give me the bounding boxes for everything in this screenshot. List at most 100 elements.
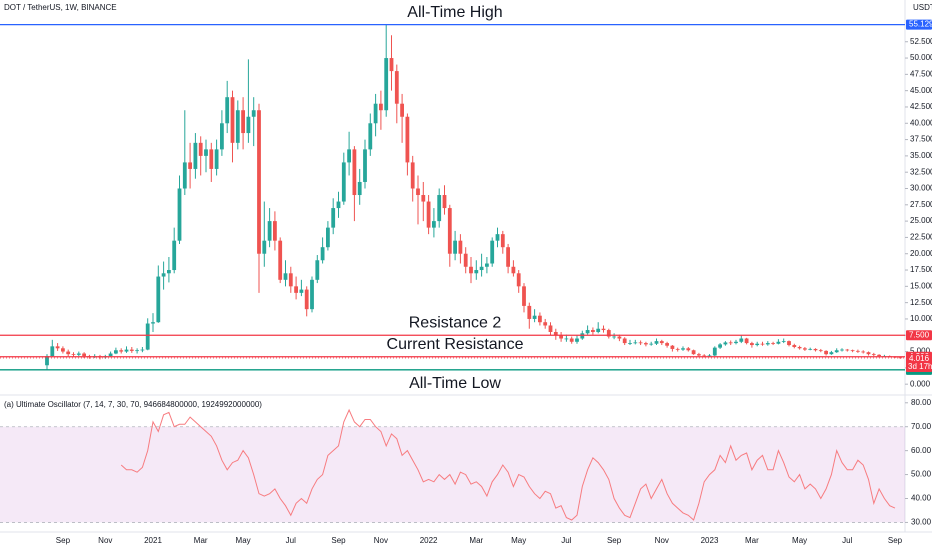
candle-body <box>310 279 314 310</box>
candle-body <box>426 201 431 228</box>
y-tick-label: 32.500 <box>910 167 932 176</box>
y-tick-label: 5.000 <box>910 347 931 356</box>
price-tag <box>906 330 932 341</box>
candle-body <box>718 344 722 348</box>
candle-body <box>410 162 415 189</box>
y-tick-label: 52.500 <box>910 37 932 46</box>
x-tick-label: May <box>792 536 807 545</box>
candle-body <box>543 322 548 326</box>
candle-body <box>119 350 124 352</box>
candle-body <box>808 348 813 350</box>
x-tick-label: Sep <box>888 536 903 545</box>
candle-body <box>262 240 267 254</box>
x-tick-label: Nov <box>374 536 388 545</box>
candle-body <box>840 349 844 351</box>
x-tick-label: Jul <box>286 536 296 545</box>
candle-body <box>214 149 219 169</box>
candle-body <box>246 116 251 134</box>
x-tick-label: 2023 <box>701 536 719 545</box>
candle-body <box>760 343 765 345</box>
candle-body <box>606 330 611 337</box>
x-tick-label: Mar <box>745 536 759 545</box>
candle-body <box>50 346 55 357</box>
candle-body <box>527 305 532 319</box>
osc-y-tick-label: 30.00 <box>911 518 932 527</box>
candle-body <box>564 338 569 340</box>
candle-body <box>628 343 632 344</box>
candle-body <box>792 345 797 347</box>
candle-body <box>575 338 579 342</box>
candle-body <box>315 260 320 280</box>
currency-label: USDT <box>913 3 932 12</box>
candle-body <box>453 240 457 254</box>
countdown-label: 3d 17h <box>908 362 932 371</box>
candle-body <box>251 110 256 117</box>
x-tick-label: Jul <box>842 536 852 545</box>
candle-body <box>447 208 452 254</box>
candle-body <box>787 341 791 346</box>
level-annotation: Resistance 2 <box>409 314 502 331</box>
x-tick-label: Mar <box>194 536 208 545</box>
candle-body <box>167 270 171 274</box>
candle-body <box>813 348 818 351</box>
candle-body <box>532 315 537 319</box>
candle-body <box>485 263 489 267</box>
x-tick-label: Nov <box>655 536 669 545</box>
candle-body <box>320 247 325 261</box>
oscillator-band <box>0 426 905 523</box>
candle-body <box>469 266 473 274</box>
candle-body <box>204 149 208 156</box>
y-tick-label: 42.500 <box>910 102 932 111</box>
candle-body <box>172 240 177 271</box>
candle-body <box>283 273 288 280</box>
candle-body <box>145 323 150 350</box>
candle-body <box>432 221 436 228</box>
candle-body <box>771 343 775 344</box>
candle-body <box>866 352 871 355</box>
last-price-tag <box>906 353 932 372</box>
osc-y-tick-label: 50.00 <box>911 470 932 479</box>
oscillator-line <box>120 408 896 521</box>
candle-body <box>750 343 754 346</box>
candle-body <box>511 266 516 274</box>
x-tick-label: Nov <box>98 536 112 545</box>
candle-body <box>336 201 341 209</box>
candle-body <box>129 349 134 351</box>
candle-body <box>458 240 463 254</box>
y-tick-label: 37.500 <box>910 135 932 144</box>
x-tick-label: 2022 <box>420 536 438 545</box>
candle-body <box>479 266 484 271</box>
candle-body <box>845 349 850 351</box>
candle-body <box>140 349 145 351</box>
candle-body <box>723 342 728 345</box>
candle-body <box>421 195 426 202</box>
candle-body <box>707 355 712 357</box>
candle-body <box>617 336 622 339</box>
x-tick-label: Sep <box>56 536 71 545</box>
osc-y-tick-label: 40.00 <box>911 494 932 503</box>
candle-body <box>675 348 680 350</box>
candle-body <box>384 58 389 111</box>
candle-body <box>638 342 643 344</box>
candle-body <box>368 123 373 150</box>
candle-body <box>644 343 648 345</box>
candle-body <box>294 286 298 293</box>
candle-body <box>66 351 71 355</box>
candle-body <box>220 123 224 150</box>
candle-body <box>188 162 192 169</box>
candle-body <box>474 270 479 274</box>
oscillator-title: (a) Ultimate Oscillator (7, 14, 7, 30, 7… <box>4 400 262 409</box>
x-tick-label: May <box>511 536 526 545</box>
candle-body <box>61 348 65 352</box>
candle-body <box>829 352 834 355</box>
candle-body <box>559 335 563 339</box>
candle-body <box>363 149 367 182</box>
candle-body <box>135 350 139 352</box>
candle-body <box>739 338 744 342</box>
candle-body <box>691 350 696 355</box>
chart-title: DOT / TetherUS, 1W, BINANCE <box>4 3 117 12</box>
candle-body <box>744 338 749 344</box>
y-tick-label: 27.500 <box>910 200 932 209</box>
candle-body <box>71 354 76 355</box>
